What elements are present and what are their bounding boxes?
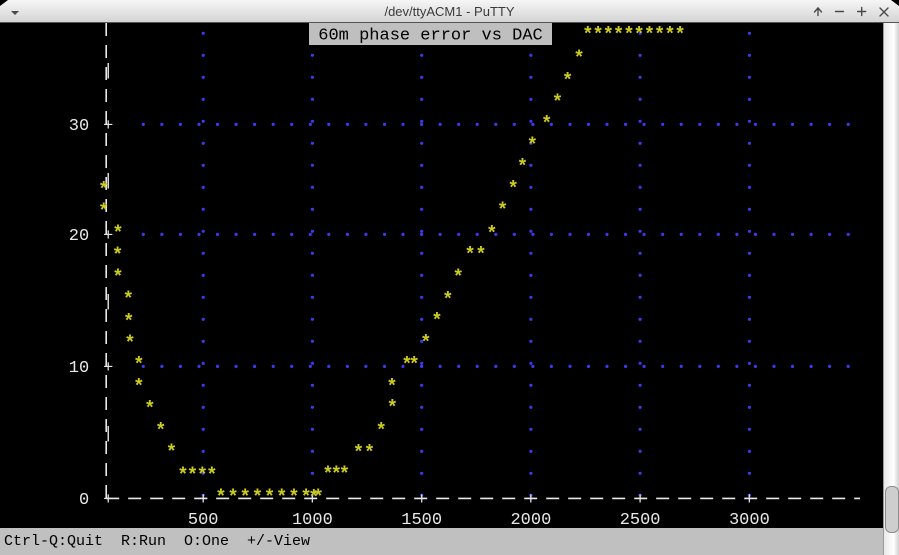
svg-text:*: *: [464, 244, 475, 266]
svg-text:*: *: [123, 289, 134, 311]
svg-text:*: *: [215, 487, 226, 509]
svg-text:|: |: [103, 62, 113, 81]
svg-text:*: *: [112, 245, 123, 267]
svg-text:*: *: [339, 463, 350, 485]
svg-text:*: *: [98, 179, 109, 201]
svg-text:*: *: [408, 354, 419, 376]
svg-text:*: *: [507, 178, 518, 200]
svg-text:*: *: [386, 376, 397, 398]
svg-text:20: 20: [69, 227, 89, 246]
svg-text:*: *: [375, 420, 386, 442]
svg-text:*: *: [573, 48, 584, 70]
svg-text:+: +: [103, 359, 113, 378]
svg-text:*: *: [239, 487, 250, 509]
svg-text:+: +: [635, 491, 645, 510]
svg-text:|: |: [103, 293, 113, 312]
svg-text:*: *: [123, 311, 134, 333]
svg-text:+: +: [417, 491, 427, 510]
svg-text:*: *: [312, 487, 323, 509]
svg-text:|: |: [103, 425, 113, 444]
svg-text:60m phase error vs DAC: 60m phase error vs DAC: [318, 27, 542, 46]
svg-text:0: 0: [79, 491, 89, 510]
svg-text:30: 30: [69, 117, 89, 136]
svg-text:*: *: [552, 92, 563, 114]
svg-text:*: *: [98, 201, 109, 223]
svg-text:*: *: [133, 354, 144, 376]
svg-text:*: *: [264, 487, 275, 509]
svg-text:*: *: [166, 442, 177, 464]
svg-text:*: *: [431, 310, 442, 332]
svg-text:+: +: [103, 117, 113, 136]
svg-text:*: *: [562, 70, 573, 92]
svg-text:*: *: [527, 134, 538, 156]
svg-text:*: *: [486, 223, 497, 245]
svg-text:*: *: [155, 420, 166, 442]
svg-text:*: *: [288, 487, 299, 509]
svg-text:*: *: [112, 222, 123, 244]
svg-text:*: *: [387, 397, 398, 419]
svg-text:*: *: [420, 332, 431, 354]
svg-text:*: *: [124, 333, 135, 355]
svg-text:*: *: [497, 200, 508, 222]
svg-text:+: +: [744, 491, 754, 510]
svg-text:*: *: [206, 465, 217, 487]
svg-text:*: *: [227, 487, 238, 509]
svg-text:*: *: [442, 289, 453, 311]
svg-text:*: *: [252, 487, 263, 509]
svg-text:*: *: [144, 398, 155, 420]
svg-text:*: *: [133, 376, 144, 398]
svg-text:+: +: [103, 491, 113, 510]
svg-text:*: *: [452, 267, 463, 289]
svg-text:*: *: [353, 442, 364, 464]
svg-text:+: +: [198, 491, 208, 510]
svg-text:*: *: [112, 266, 123, 288]
svg-text:*: *: [276, 487, 287, 509]
svg-text:*: *: [475, 244, 486, 266]
svg-text:*: *: [517, 156, 528, 178]
svg-text:*: *: [541, 113, 552, 135]
svg-text:+: +: [526, 491, 536, 510]
svg-text:*: *: [674, 24, 685, 46]
svg-text:10: 10: [69, 359, 89, 378]
svg-text:*: *: [364, 442, 375, 464]
